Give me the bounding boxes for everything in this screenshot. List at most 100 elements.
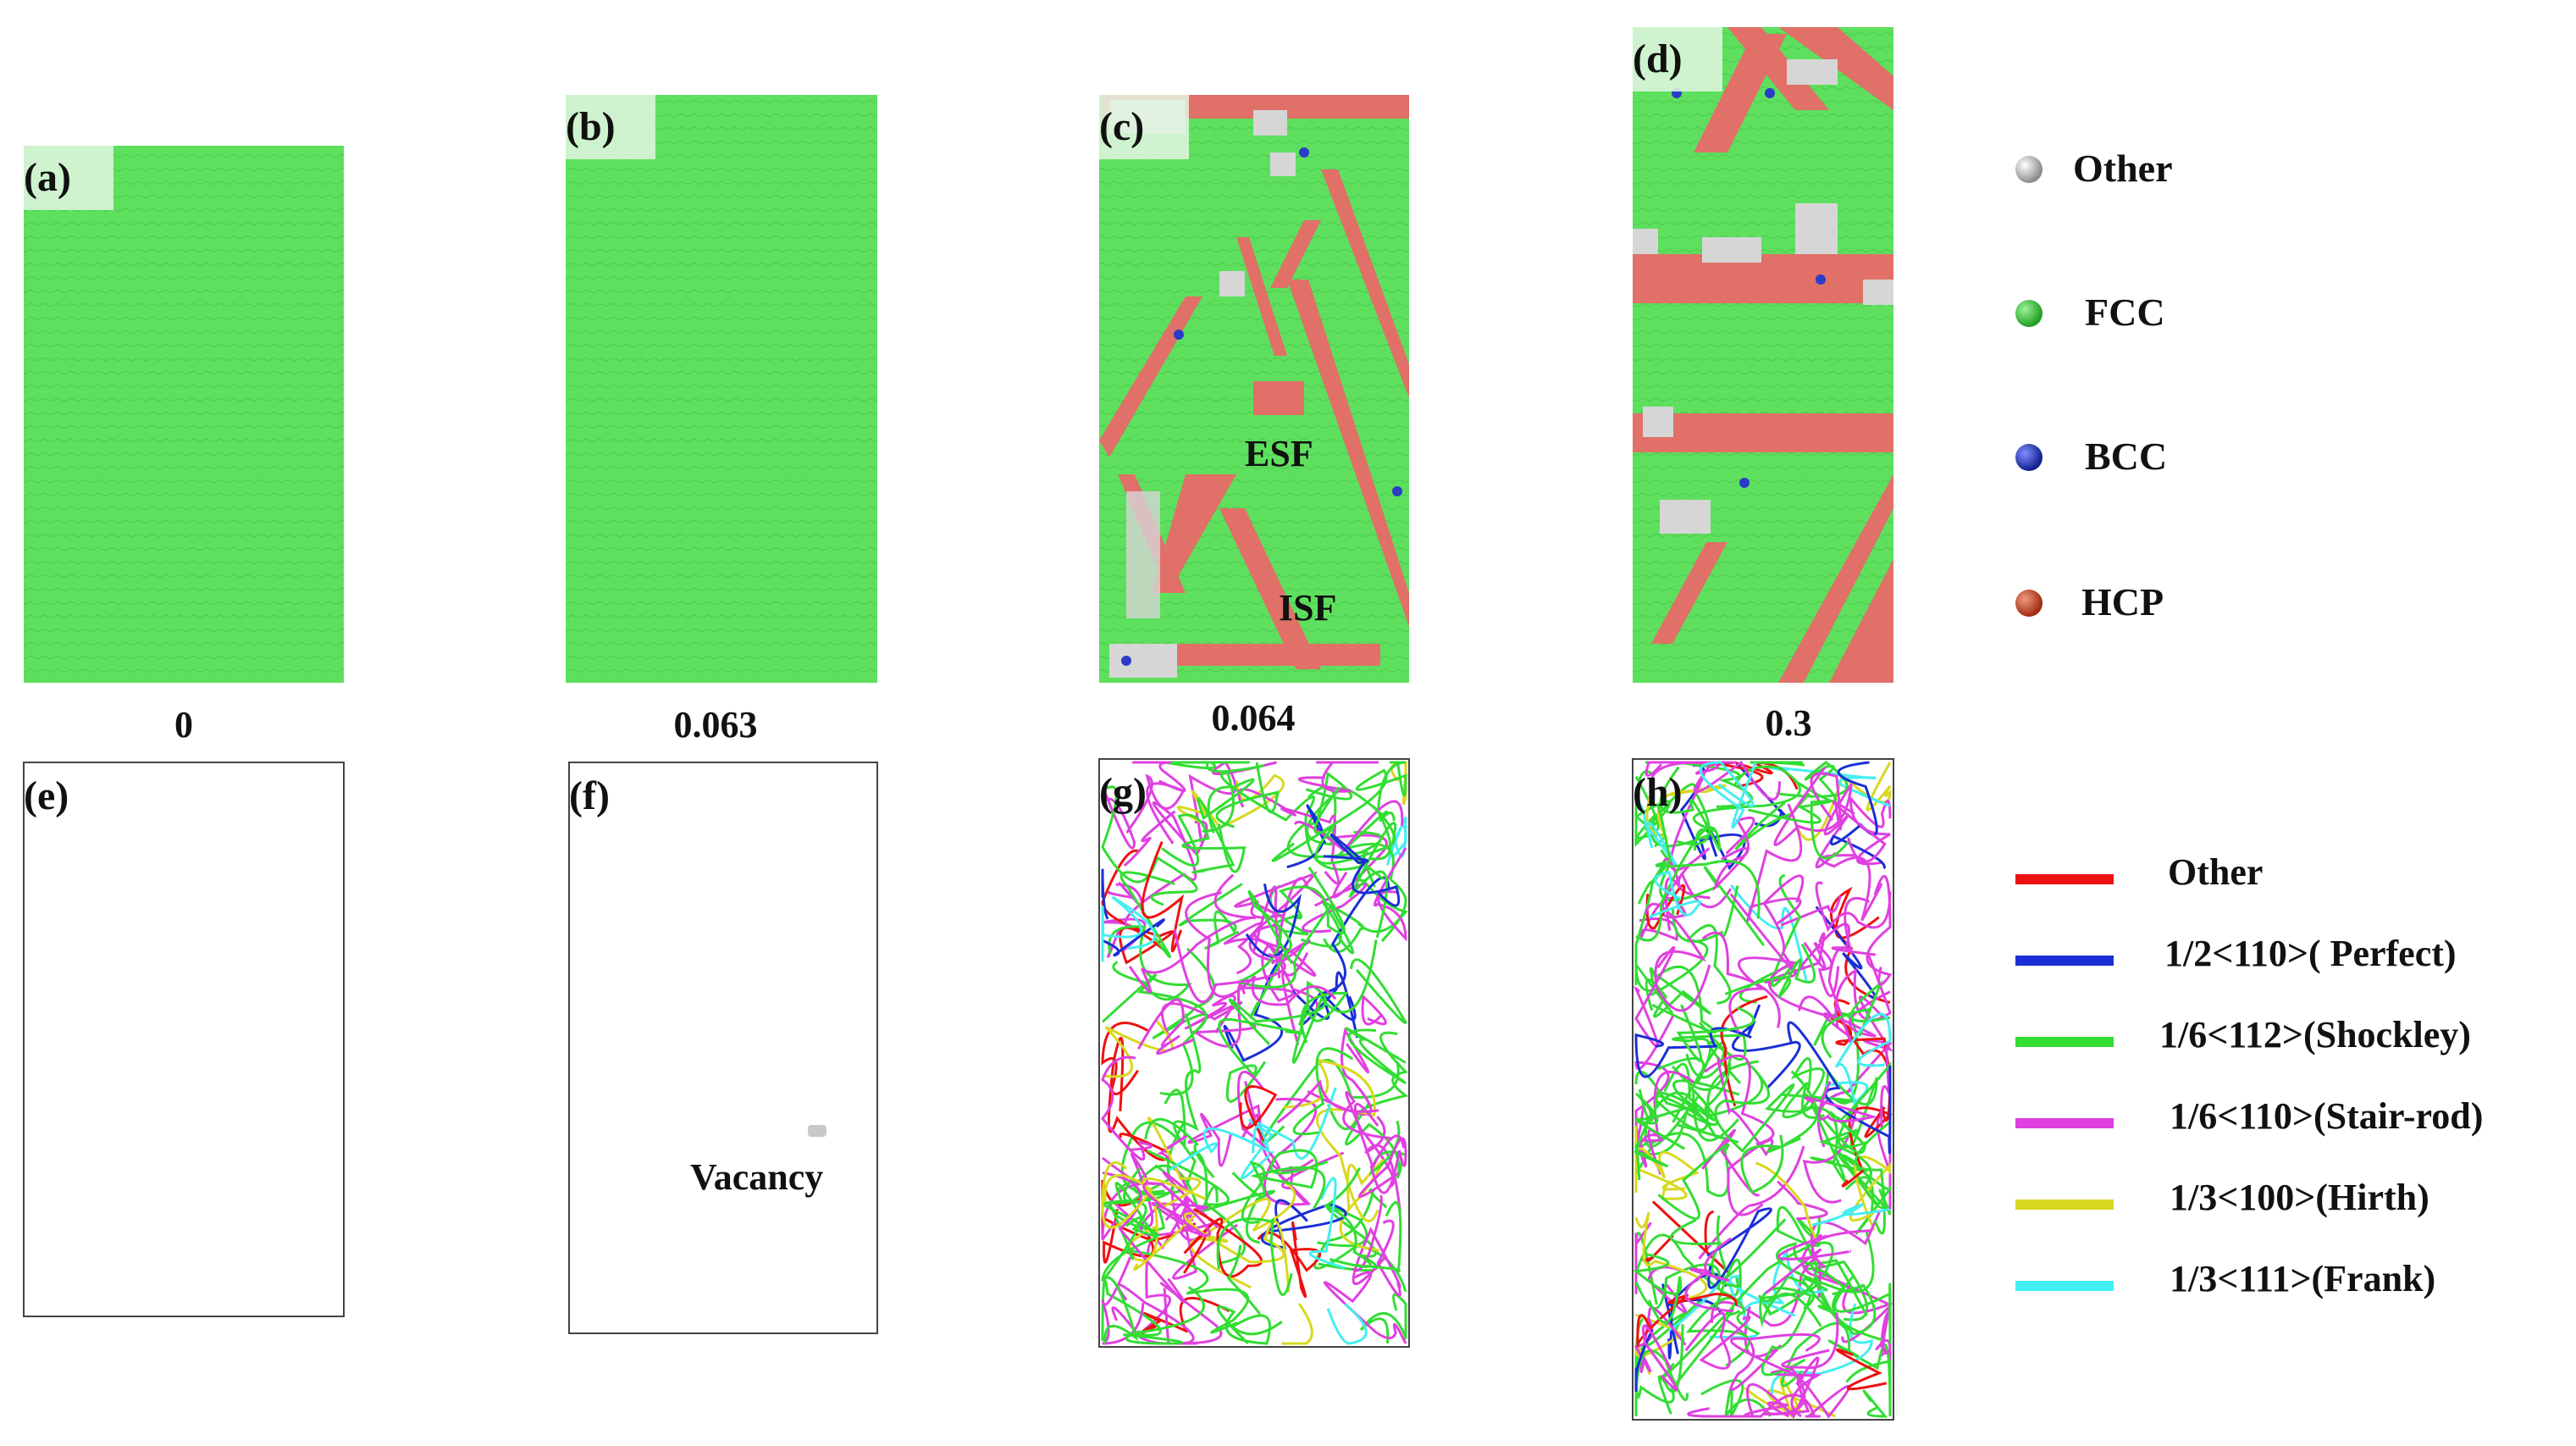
dislocation-line	[1759, 1287, 1822, 1377]
legend-label-stair-rod: 1/6<110>(Stair-rod)	[2170, 1095, 2483, 1137]
dislocation-line	[1657, 1143, 1730, 1221]
legend-item-hirth: 1/3<100>(Hirth)	[2015, 1177, 2430, 1218]
legend-label-other: Other	[2073, 147, 2173, 190]
dislocation-line	[1101, 1182, 1158, 1282]
dislocation-line	[1358, 1137, 1407, 1199]
perfect-line-swatch	[2015, 956, 2114, 966]
dislocation-line	[1144, 1117, 1215, 1178]
dislocation-line	[1331, 834, 1388, 899]
dislocation-line	[1228, 980, 1349, 1045]
dislocation-line	[1642, 1324, 1678, 1392]
dislocation-line	[1350, 958, 1407, 1024]
atomic-config-d	[1633, 27, 1893, 683]
dislocation-line	[1326, 1303, 1368, 1345]
dislocation-line	[1216, 1217, 1293, 1296]
dislocation-line	[1724, 943, 1816, 999]
dislocation-line	[1101, 973, 1208, 1036]
dislocation-line	[1323, 1271, 1407, 1344]
dislocation-line	[1729, 874, 1805, 974]
label-box-a	[24, 146, 113, 210]
legend-label-hcp: HCP	[2081, 580, 2164, 623]
dislocation-line	[1101, 1279, 1205, 1342]
dislocation-line	[1119, 871, 1175, 959]
dislocation-line	[1292, 1047, 1354, 1136]
dislocation-line	[1286, 804, 1327, 869]
dislocation-line	[1323, 833, 1401, 907]
dislocation-line	[1102, 1172, 1186, 1304]
dislocation-line	[1634, 1211, 1708, 1300]
dislocation-line	[1811, 1203, 1891, 1227]
annotation-isf: ISF	[1279, 587, 1336, 629]
dislocation-line	[1308, 1177, 1346, 1270]
dislocation-line	[1247, 889, 1294, 1019]
dislocation-line	[1233, 903, 1355, 989]
dislocation-line	[1231, 1161, 1266, 1224]
dislocation-line	[1125, 773, 1186, 845]
dislocation-line	[1297, 761, 1379, 793]
dislocation-line	[1345, 1027, 1407, 1085]
dislocation-line	[1672, 1041, 1727, 1123]
label-box-d	[1633, 27, 1722, 91]
dislocation-line	[1108, 925, 1192, 1001]
dislocation-line	[1650, 923, 1732, 1005]
dislocation-line	[1252, 885, 1309, 977]
dislocation-line	[1750, 761, 1805, 767]
panel-b: (b) 0.063	[566, 95, 877, 745]
dislocation-line	[1281, 1303, 1313, 1345]
dislocation-line	[1802, 1277, 1877, 1336]
bcc-atom-icon	[2015, 444, 2043, 471]
dislocation-line	[1103, 790, 1136, 850]
dislocation-line	[1101, 1055, 1153, 1161]
legend-item-dis-other: Other	[2015, 851, 2263, 893]
dislocation-line	[1801, 1233, 1893, 1315]
legend-label-dis-other: Other	[2168, 851, 2263, 893]
dislocation-line	[1849, 1155, 1892, 1231]
dislocation-line	[1352, 1194, 1383, 1272]
panel-label-b: (b)	[566, 104, 616, 149]
dislocation-line	[1133, 1211, 1291, 1293]
panel-d: (d) 0.3	[1633, 27, 1893, 744]
dislocation-line	[1635, 766, 1722, 942]
dislocation-line	[1866, 874, 1893, 986]
dislocation-line	[1651, 1200, 1729, 1273]
stacking-faults-d	[1633, 27, 1893, 683]
dislocation-line	[1291, 939, 1378, 1064]
dislocation-line	[1218, 1017, 1303, 1103]
dislocation-line	[1319, 876, 1390, 1021]
dislocation-line	[1833, 1148, 1892, 1235]
dislocation-line	[1647, 1266, 1688, 1314]
dislocation-line	[1716, 1056, 1774, 1216]
fcc-atom-icon	[2015, 300, 2043, 327]
dislocation-line	[1701, 931, 1781, 1028]
dislocation-line	[1108, 1202, 1250, 1334]
dislocation-line	[1635, 798, 1679, 868]
panel-label-f: (f)	[569, 773, 610, 818]
shockley-line-swatch	[2015, 1037, 2114, 1047]
dislocation-line	[1781, 1312, 1839, 1370]
dislocation-line	[1777, 1234, 1852, 1260]
strain-value-c: 0.064	[1212, 697, 1296, 739]
dislocation-line	[1699, 761, 1757, 829]
vacancy-marker	[808, 1125, 826, 1137]
dislocation-line	[1634, 1092, 1685, 1150]
dislocation-line	[1661, 857, 1682, 931]
panel-c: (c) ESF ISF 0.064	[1099, 95, 1409, 739]
dislocation-line	[1663, 1062, 1740, 1122]
dislocation-line	[1773, 767, 1853, 869]
legend-label-frank: 1/3<111>(Frank)	[2170, 1258, 2435, 1299]
dislocation-line	[1744, 1377, 1836, 1421]
atomic-config-a	[24, 146, 344, 683]
other-atom-icon	[2015, 156, 2043, 183]
dislocation-line	[1834, 954, 1892, 1028]
dislocation-line	[1102, 918, 1165, 957]
legend-item-fcc: FCC	[2015, 291, 2165, 334]
panel-e: (e)	[23, 762, 345, 1317]
dislocation-line	[1101, 849, 1175, 965]
dislocation-line	[1821, 979, 1891, 1059]
dislocation-line	[1123, 810, 1176, 867]
dislocation-line	[1113, 1180, 1165, 1232]
legend-item-frank: 1/3<111>(Frank)	[2015, 1258, 2435, 1299]
dislocation-line	[1215, 762, 1280, 828]
dislocation-line	[1776, 761, 1849, 803]
dislocation-line	[1728, 956, 1836, 1033]
